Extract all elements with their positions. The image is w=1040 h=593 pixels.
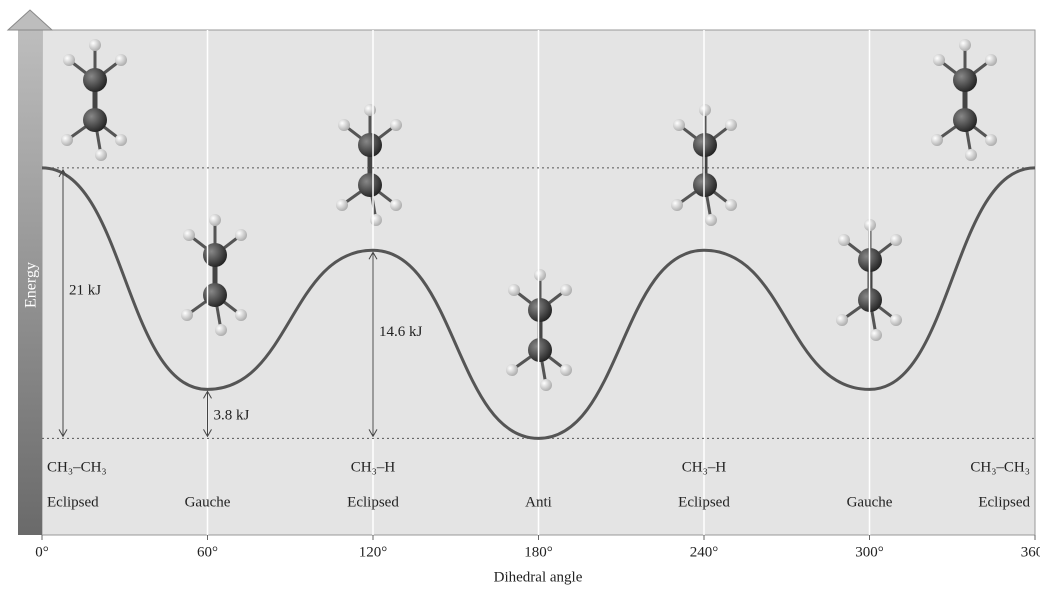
hydrogen bbox=[671, 199, 683, 211]
annotation-label: 14.6 kJ bbox=[379, 324, 423, 340]
hydrogen bbox=[965, 149, 977, 161]
hydrogen bbox=[933, 54, 945, 66]
carbon bbox=[358, 133, 382, 157]
formula: CH₃–CH₃ bbox=[47, 459, 107, 475]
carbon bbox=[528, 298, 552, 322]
conformer-name: Gauche bbox=[185, 494, 231, 510]
x-tick-label: 180° bbox=[524, 544, 553, 560]
hydrogen bbox=[985, 54, 997, 66]
hydrogen bbox=[836, 314, 848, 326]
formula: CH₃–H bbox=[351, 459, 396, 475]
conformer-name: Gauche bbox=[847, 494, 893, 510]
conformer-name: Eclipsed bbox=[678, 494, 730, 510]
hydrogen bbox=[390, 199, 402, 211]
conformer-name: Eclipsed bbox=[978, 494, 1030, 510]
hydrogen bbox=[725, 119, 737, 131]
carbon bbox=[693, 173, 717, 197]
carbon bbox=[203, 283, 227, 307]
hydrogen bbox=[338, 119, 350, 131]
hydrogen bbox=[370, 214, 382, 226]
x-tick-label: 360° bbox=[1021, 544, 1040, 560]
formula: CH₃–H bbox=[682, 459, 727, 475]
hydrogen bbox=[181, 309, 193, 321]
carbon bbox=[83, 68, 107, 92]
hydrogen bbox=[931, 134, 943, 146]
energy-arrow bbox=[8, 10, 52, 30]
carbon bbox=[83, 108, 107, 132]
carbon bbox=[203, 243, 227, 267]
hydrogen bbox=[890, 314, 902, 326]
hydrogen bbox=[959, 39, 971, 51]
hydrogen bbox=[508, 284, 520, 296]
carbon bbox=[953, 108, 977, 132]
hydrogen bbox=[540, 379, 552, 391]
hydrogen bbox=[89, 39, 101, 51]
hydrogen bbox=[560, 284, 572, 296]
hydrogen bbox=[95, 149, 107, 161]
hydrogen bbox=[364, 104, 376, 116]
x-tick-label: 0° bbox=[35, 544, 49, 560]
x-tick-label: 60° bbox=[197, 544, 218, 560]
x-tick-label: 240° bbox=[690, 544, 719, 560]
hydrogen bbox=[215, 324, 227, 336]
hydrogen bbox=[63, 54, 75, 66]
hydrogen bbox=[560, 364, 572, 376]
conformer-name: Anti bbox=[525, 494, 552, 510]
hydrogen bbox=[534, 269, 546, 281]
carbon bbox=[528, 338, 552, 362]
annotation-label: 3.8 kJ bbox=[214, 407, 250, 423]
hydrogen bbox=[673, 119, 685, 131]
chart: Energy Dihedral angle 0° 60° 120° 180° 240° 3… bbox=[0, 0, 1040, 593]
hydrogen bbox=[890, 234, 902, 246]
hydrogen bbox=[838, 234, 850, 246]
carbon bbox=[693, 133, 717, 157]
hydrogen bbox=[699, 104, 711, 116]
annotation-label: 21 kJ bbox=[69, 283, 101, 299]
hydrogen bbox=[61, 134, 73, 146]
x-axis-label: Dihedral angle bbox=[494, 569, 583, 585]
hydrogen bbox=[235, 309, 247, 321]
conformer-name: Eclipsed bbox=[347, 494, 399, 510]
hydrogen bbox=[725, 199, 737, 211]
x-tick-label: 120° bbox=[359, 544, 388, 560]
hydrogen bbox=[390, 119, 402, 131]
hydrogen bbox=[115, 54, 127, 66]
hydrogen bbox=[870, 329, 882, 341]
conformer-name: Eclipsed bbox=[47, 494, 99, 510]
y-axis-label: Energy bbox=[23, 262, 40, 308]
formula: CH₃–CH₃ bbox=[970, 459, 1030, 475]
hydrogen bbox=[209, 214, 221, 226]
hydrogen bbox=[705, 214, 717, 226]
hydrogen bbox=[183, 229, 195, 241]
hydrogen bbox=[985, 134, 997, 146]
hydrogen bbox=[235, 229, 247, 241]
x-tick-label: 300° bbox=[855, 544, 884, 560]
hydrogen bbox=[506, 364, 518, 376]
carbon bbox=[953, 68, 977, 92]
hydrogen bbox=[336, 199, 348, 211]
carbon bbox=[358, 173, 382, 197]
hydrogen bbox=[115, 134, 127, 146]
